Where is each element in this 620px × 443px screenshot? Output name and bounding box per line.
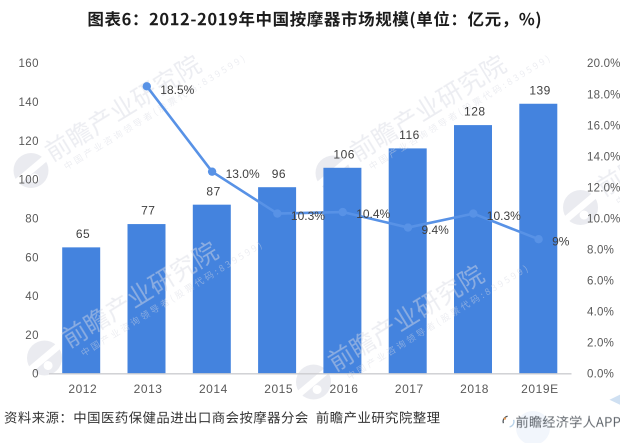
svg-text:106: 106 <box>333 147 355 161</box>
svg-text:9%: 9% <box>552 234 570 248</box>
svg-text:13.0%: 13.0% <box>226 167 260 181</box>
svg-text:4.0%: 4.0% <box>587 307 614 319</box>
svg-text:140: 140 <box>18 97 39 109</box>
svg-text:2013: 2013 <box>134 382 163 396</box>
svg-text:10.4%: 10.4% <box>356 207 390 221</box>
svg-text:10.3%: 10.3% <box>487 209 521 223</box>
svg-text:0.0%: 0.0% <box>587 369 614 381</box>
svg-text:18.5%: 18.5% <box>160 83 194 97</box>
svg-text:65: 65 <box>76 227 90 241</box>
svg-text:2016: 2016 <box>330 382 359 396</box>
svg-text:116: 116 <box>399 128 420 142</box>
svg-text:8.0%: 8.0% <box>587 245 614 257</box>
svg-text:77: 77 <box>141 204 155 218</box>
svg-text:40: 40 <box>25 291 39 303</box>
svg-text:139: 139 <box>529 83 551 97</box>
svg-text:20: 20 <box>25 330 39 342</box>
svg-text:2015: 2015 <box>264 382 293 396</box>
svg-text:10.3%: 10.3% <box>291 209 325 223</box>
svg-text:12.0%: 12.0% <box>587 182 620 194</box>
svg-text:2012: 2012 <box>68 382 97 396</box>
svg-text:60: 60 <box>25 252 39 264</box>
svg-text:2019E: 2019E <box>521 382 558 396</box>
svg-text:100: 100 <box>18 175 39 187</box>
svg-text:96: 96 <box>272 167 286 181</box>
svg-text:0: 0 <box>32 369 39 381</box>
svg-text:9.4%: 9.4% <box>422 223 450 237</box>
svg-text:6.0%: 6.0% <box>587 276 614 288</box>
svg-text:2.0%: 2.0% <box>587 338 614 350</box>
svg-text:160: 160 <box>18 58 39 70</box>
svg-text:14.0%: 14.0% <box>587 151 620 163</box>
svg-text:20.0%: 20.0% <box>587 58 620 70</box>
svg-text:2018: 2018 <box>460 382 489 396</box>
svg-text:10.0%: 10.0% <box>587 213 620 225</box>
svg-text:18.0%: 18.0% <box>587 89 620 101</box>
svg-text:2014: 2014 <box>199 382 228 396</box>
svg-text:128: 128 <box>464 105 486 119</box>
svg-text:2017: 2017 <box>395 382 424 396</box>
svg-text:16.0%: 16.0% <box>587 120 620 132</box>
svg-text:80: 80 <box>25 213 39 225</box>
svg-text:120: 120 <box>18 136 39 148</box>
svg-text:87: 87 <box>206 184 220 198</box>
